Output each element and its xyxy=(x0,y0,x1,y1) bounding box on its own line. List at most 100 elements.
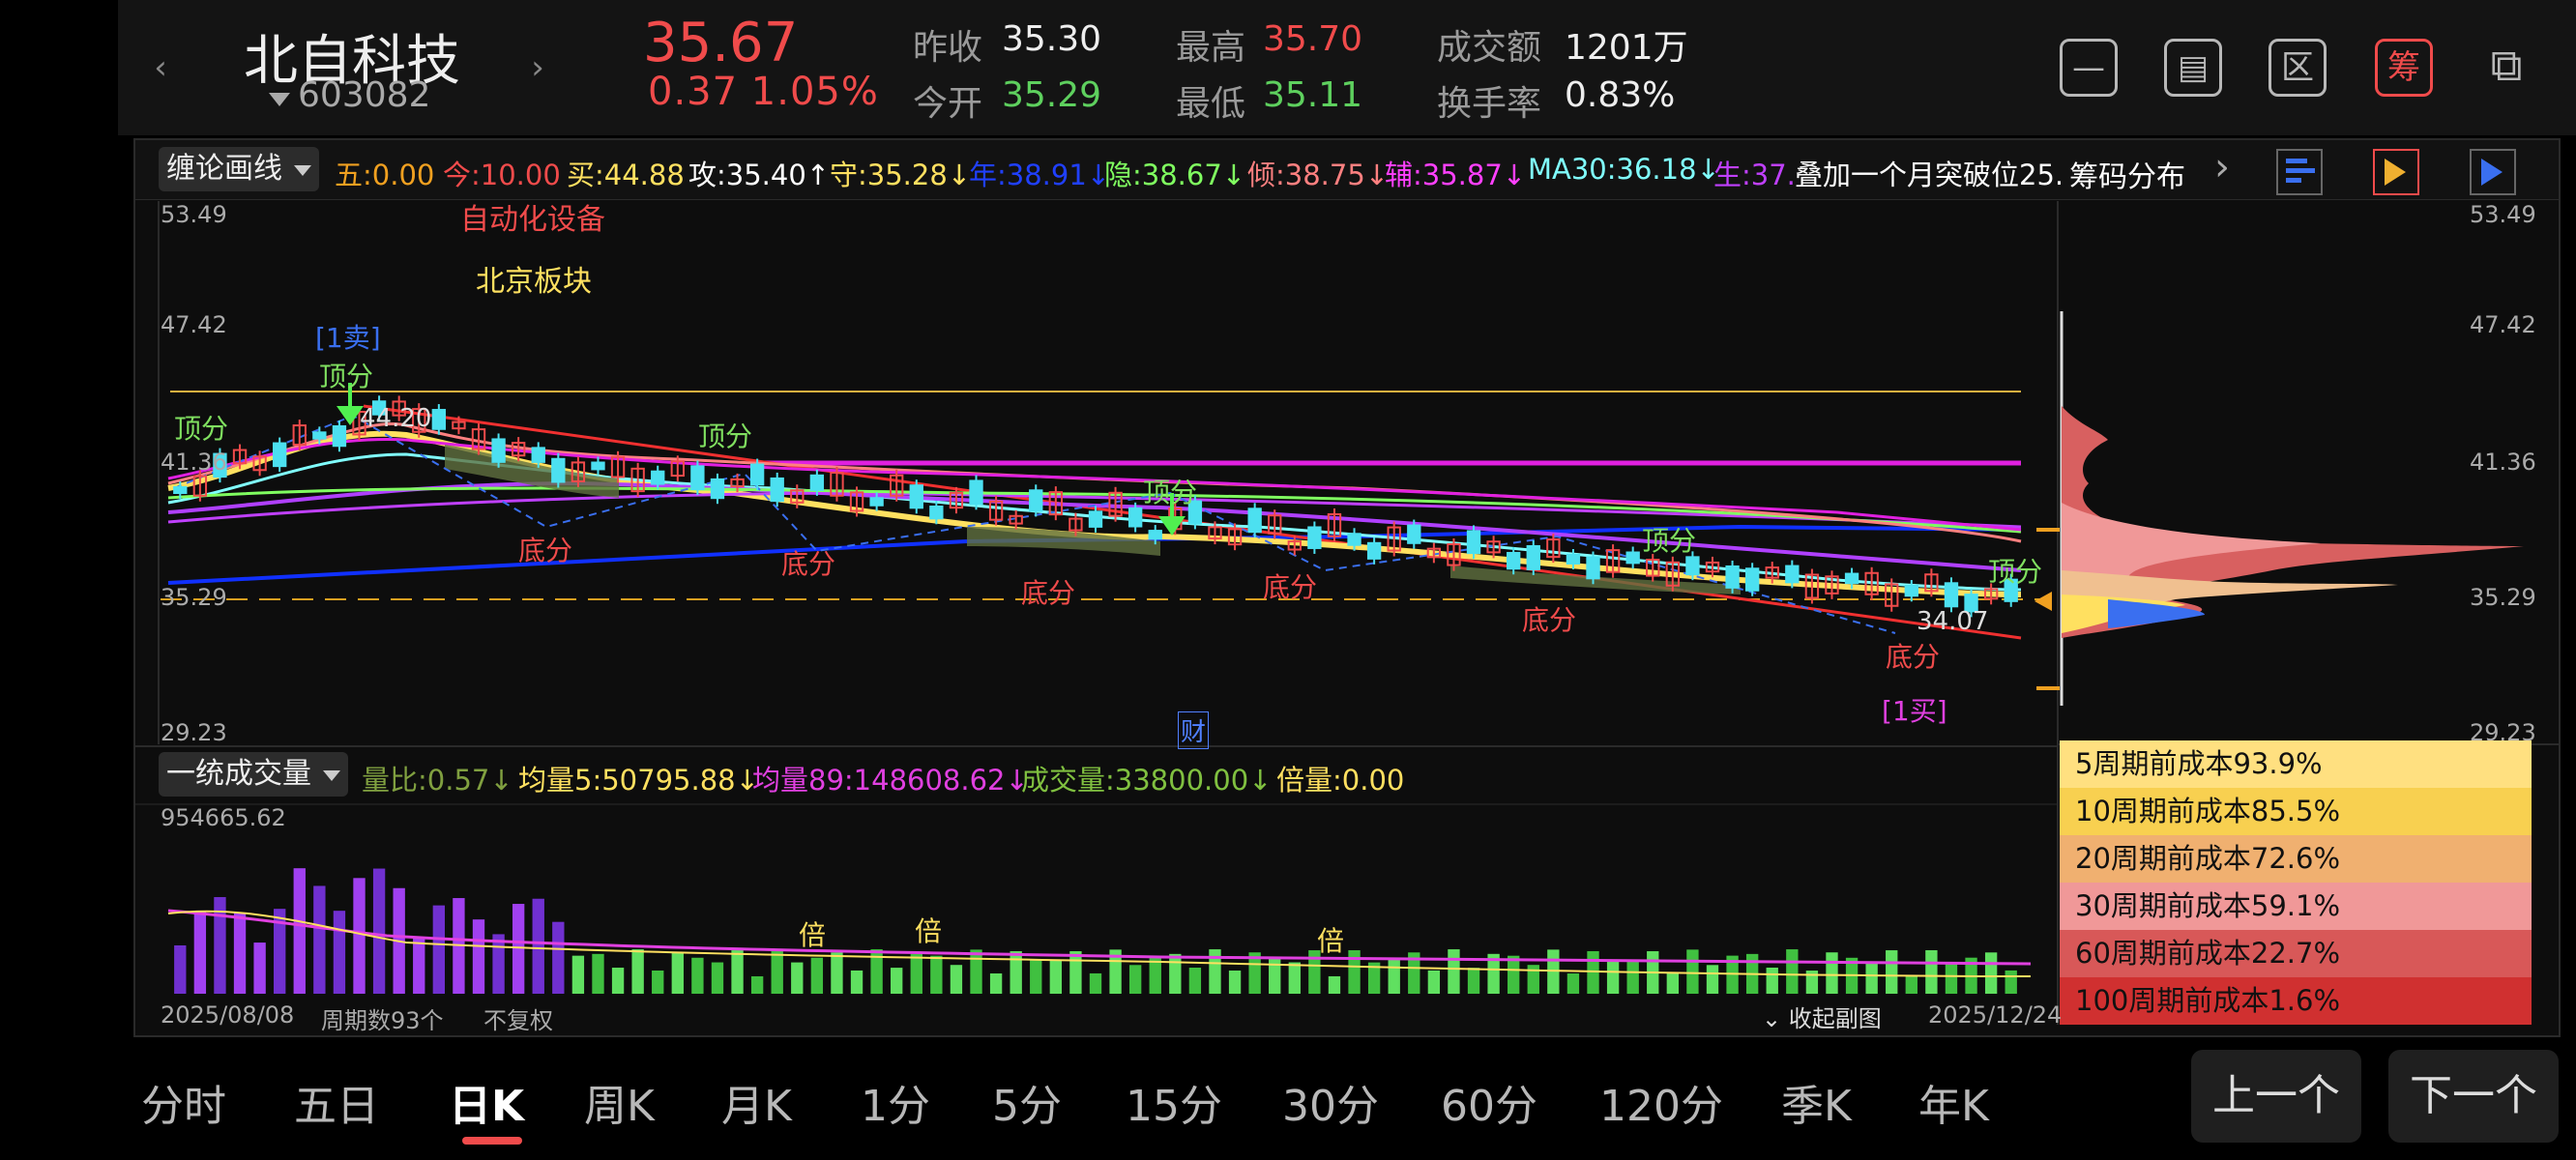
buy1-signal: [1买] xyxy=(1882,695,1947,727)
adjust-mode[interactable]: 不复权 xyxy=(483,1007,553,1034)
candle-body xyxy=(969,479,983,506)
turnover-value: 1201万 xyxy=(1565,28,1688,68)
open-value: 35.29 xyxy=(1002,75,1102,115)
candle-body xyxy=(1268,514,1282,535)
volume-bar xyxy=(831,952,843,994)
volume-bar xyxy=(810,957,824,994)
indicator-value: 今:10.00 xyxy=(443,159,561,191)
candle-body xyxy=(710,478,725,500)
tab-timeframe[interactable]: 15分 xyxy=(1126,1082,1222,1131)
sector-label-industry: 自动化设备 xyxy=(460,203,605,237)
volume-bar xyxy=(1508,955,1520,994)
volume-bar xyxy=(1706,965,1719,994)
collapse-subchart-button[interactable]: ⌄ 收起副图 xyxy=(1762,1005,1882,1032)
candle-body xyxy=(471,428,486,450)
bar-chart-icon[interactable] xyxy=(2276,149,2323,195)
tab-timeframe[interactable]: 周K xyxy=(584,1082,655,1131)
stock-name[interactable]: 北自科技 xyxy=(244,30,460,93)
indicator-value: MA30:36.18↓ xyxy=(1528,153,1720,186)
window-icon[interactable]: ▤ xyxy=(2164,39,2222,97)
tab-timeframe[interactable]: 30分 xyxy=(1282,1082,1379,1131)
financial-report-marker[interactable]: 财 xyxy=(1178,711,1210,749)
period-count: 周期数93个 xyxy=(321,1007,444,1034)
candle-body xyxy=(213,452,227,478)
volume-bar xyxy=(731,950,744,994)
volume-indicator-value: 均量89:148608.62↓ xyxy=(752,764,1029,797)
tab-timeframe[interactable]: 月K xyxy=(721,1082,792,1131)
chevron-right-icon[interactable]: › xyxy=(2214,145,2230,189)
next-stock-arrow-icon[interactable]: › xyxy=(531,48,544,87)
chevron-down-icon[interactable] xyxy=(269,93,290,106)
stock-code[interactable]: 603082 xyxy=(298,75,431,115)
volume-bar xyxy=(1089,972,1102,994)
tab-timeframe[interactable]: 季K xyxy=(1781,1082,1852,1131)
tab-timeframe[interactable]: 1分 xyxy=(861,1082,930,1131)
tab-timeframe[interactable]: 五日 xyxy=(294,1082,379,1131)
volume-bar xyxy=(1945,962,1958,994)
candle-body xyxy=(2004,578,2018,602)
chip-icon[interactable]: 筹 xyxy=(2375,39,2433,97)
tab-timeframe[interactable]: 分时 xyxy=(141,1082,226,1131)
high-label: 最高 xyxy=(1176,28,1246,68)
volume-bar xyxy=(1188,968,1202,994)
main-indicator-select[interactable]: 缠论画线 xyxy=(159,147,319,191)
volume-bar xyxy=(1248,952,1261,994)
tab-timeframe[interactable]: 60分 xyxy=(1441,1082,1537,1131)
volume-bar xyxy=(1149,955,1161,994)
top-fractal-label: 顶分 xyxy=(1642,525,1697,557)
minus-box-icon[interactable]: — xyxy=(2060,39,2118,97)
candle-body xyxy=(1347,533,1361,546)
collapse-subchart-label: 收起副图 xyxy=(1788,1005,1882,1032)
candle-body xyxy=(988,500,1004,521)
volume-bar xyxy=(671,952,684,994)
candle-body xyxy=(1486,540,1501,554)
candle-body xyxy=(1924,573,1939,593)
candle-body xyxy=(1009,514,1023,525)
candle-body xyxy=(332,424,347,448)
volume-bar xyxy=(1209,949,1221,994)
candle-body xyxy=(1765,566,1779,579)
volume-indicator-select[interactable]: 一统成交量 xyxy=(159,752,348,797)
candle-body xyxy=(1366,541,1382,560)
turnover-rate-value: 0.83% xyxy=(1565,75,1676,115)
volume-bar xyxy=(1606,960,1620,994)
volume-bar xyxy=(1666,972,1680,994)
volume-bar xyxy=(592,953,604,994)
prev-stock-button[interactable]: 上一个 xyxy=(2191,1050,2361,1143)
chip-cost-row: 100周期前成本1.6% xyxy=(2060,977,2532,1025)
tab-timeframe[interactable]: 5分 xyxy=(992,1082,1062,1131)
tab-timeframe[interactable]: 年K xyxy=(1918,1082,1989,1131)
chip-distribution-label[interactable]: 筹码分布 xyxy=(2069,153,2195,195)
next-stock-button[interactable]: 下一个 xyxy=(2388,1050,2559,1143)
prev-stock-arrow-icon[interactable]: ‹ xyxy=(154,48,167,87)
volume-bar xyxy=(950,965,963,994)
volume-bar xyxy=(1128,965,1142,994)
volume-indicator-name: 一统成交量 xyxy=(166,757,311,791)
tab-timeframe[interactable]: 120分 xyxy=(1599,1082,1723,1131)
volume-bar xyxy=(1228,971,1242,994)
candle-body xyxy=(173,486,188,494)
indicator-value: 守:35.28↓ xyxy=(830,159,972,191)
volume-bar xyxy=(1448,949,1460,994)
bottom-fractal-label: 底分 xyxy=(1263,571,1318,603)
volume-bar xyxy=(1805,971,1819,994)
indicator-value: 五:0.00 xyxy=(335,159,435,191)
candle-body xyxy=(1068,517,1083,532)
rotate-screen-icon[interactable]: ⧉ xyxy=(2490,39,2523,91)
region-icon[interactable]: 区 xyxy=(2269,39,2327,97)
volume-bar xyxy=(771,950,783,994)
overlay-breakout-text[interactable]: 叠加一个月突破位25. xyxy=(1795,159,2064,191)
price-change: 0.37 1.05% xyxy=(648,70,879,114)
chip-red-icon[interactable] xyxy=(2373,149,2419,195)
volume-indicator-value: 成交量:33800.00↓ xyxy=(1021,764,1273,797)
chip-blue-icon[interactable] xyxy=(2470,149,2516,195)
volume-bar xyxy=(631,949,644,994)
candle-body xyxy=(412,408,426,433)
candle-body xyxy=(1208,526,1222,540)
candle-body xyxy=(1825,575,1839,594)
volume-bar xyxy=(1766,967,1778,994)
y-axis-tick: 47.42 xyxy=(161,311,227,338)
tab-timeframe[interactable]: 日K xyxy=(449,1082,525,1131)
